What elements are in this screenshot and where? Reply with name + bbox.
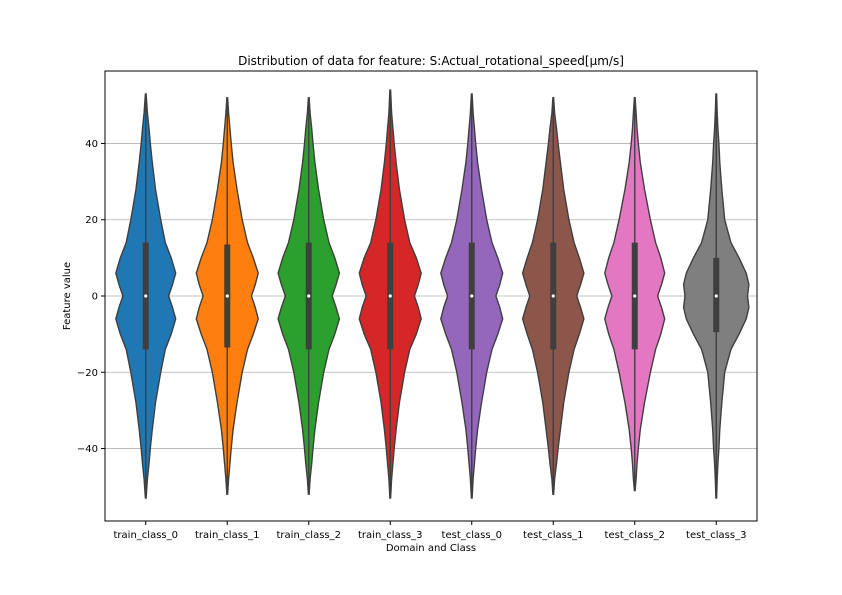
x-axis-label: Domain and Class <box>386 543 476 554</box>
y-axis-label: Feature value <box>62 262 73 330</box>
x-tick-label: train_class_0 <box>114 530 178 541</box>
y-axis-ticks: −40 −20 0 20 40 <box>77 139 105 455</box>
y-tick-label: 0 <box>92 292 98 303</box>
violin-median <box>633 294 637 298</box>
chart-title: Distribution of data for feature: S:Actu… <box>238 54 624 68</box>
x-tick-label: train_class_3 <box>358 530 422 541</box>
x-tick-label: train_class_2 <box>277 530 341 541</box>
y-tick-label: −40 <box>77 444 98 455</box>
x-tick-label: test_class_1 <box>523 530 583 541</box>
violin-median <box>144 294 148 298</box>
y-tick-label: 20 <box>85 215 98 226</box>
violin-median <box>470 294 474 298</box>
violin-median <box>307 294 311 298</box>
x-tick-label: test_class_0 <box>442 530 502 541</box>
x-tick-label: test_class_3 <box>686 530 746 541</box>
violin-median <box>225 294 229 298</box>
violin-median <box>714 294 718 298</box>
y-tick-label: −20 <box>77 368 98 379</box>
y-tick-label: 40 <box>85 139 98 150</box>
violins <box>115 89 750 499</box>
x-axis-ticks: train_class_0 train_class_1 train_class_2 t… <box>114 521 746 541</box>
x-tick-label: train_class_1 <box>195 530 259 541</box>
x-tick-label: test_class_2 <box>605 530 665 541</box>
violin-median <box>551 294 555 298</box>
violin-median <box>388 294 392 298</box>
